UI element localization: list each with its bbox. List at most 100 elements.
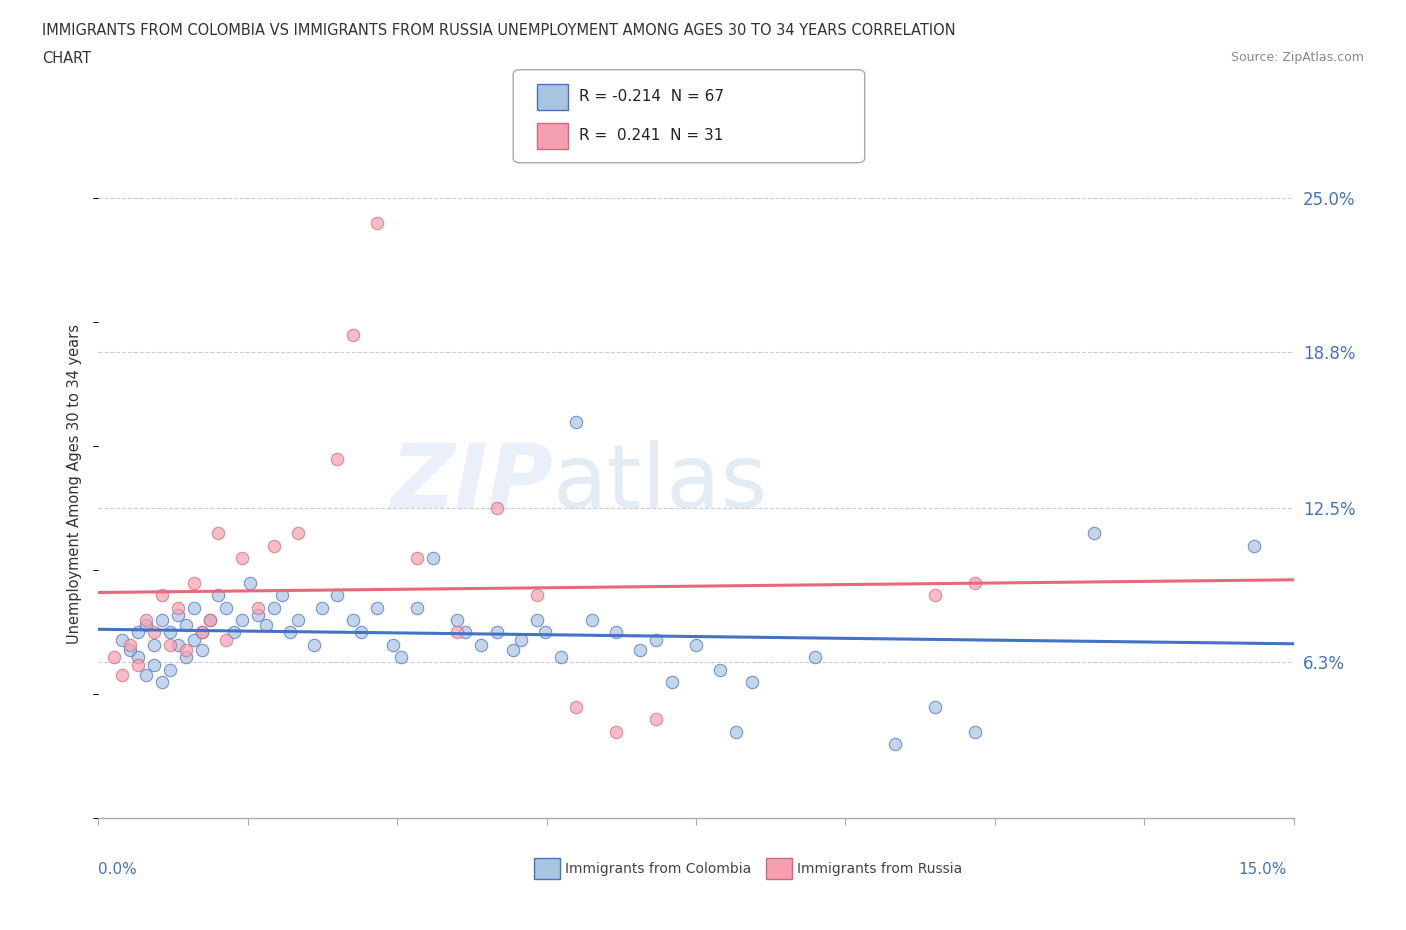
Point bbox=[246, 600, 269, 615]
Point bbox=[342, 613, 364, 628]
Point bbox=[470, 637, 492, 652]
Point bbox=[661, 674, 683, 689]
Point bbox=[127, 625, 149, 640]
Point bbox=[924, 699, 946, 714]
Point bbox=[150, 588, 173, 603]
Point bbox=[215, 632, 238, 647]
Text: R = -0.214  N = 67: R = -0.214 N = 67 bbox=[579, 89, 724, 104]
Point bbox=[311, 600, 333, 615]
Point bbox=[446, 625, 468, 640]
Point bbox=[254, 618, 277, 632]
Point bbox=[183, 632, 205, 647]
Point bbox=[150, 613, 173, 628]
Point bbox=[565, 414, 588, 429]
Point bbox=[366, 600, 388, 615]
Point bbox=[167, 600, 190, 615]
Point bbox=[963, 724, 986, 739]
Point bbox=[231, 551, 253, 565]
Point bbox=[509, 632, 531, 647]
Point bbox=[342, 327, 364, 342]
Point bbox=[533, 625, 555, 640]
Point bbox=[143, 658, 166, 672]
Point bbox=[159, 637, 181, 652]
Point bbox=[120, 637, 142, 652]
Point bbox=[645, 632, 668, 647]
Point bbox=[382, 637, 405, 652]
Text: IMMIGRANTS FROM COLOMBIA VS IMMIGRANTS FROM RUSSIA UNEMPLOYMENT AMONG AGES 30 TO: IMMIGRANTS FROM COLOMBIA VS IMMIGRANTS F… bbox=[42, 23, 956, 38]
Point bbox=[709, 662, 731, 677]
Point bbox=[278, 625, 301, 640]
Point bbox=[120, 643, 142, 658]
Point bbox=[231, 613, 253, 628]
Text: R =  0.241  N = 31: R = 0.241 N = 31 bbox=[579, 128, 724, 143]
Point bbox=[174, 643, 197, 658]
Point bbox=[159, 625, 181, 640]
Point bbox=[581, 613, 603, 628]
Point bbox=[685, 637, 707, 652]
Point bbox=[127, 658, 149, 672]
Point bbox=[174, 650, 197, 665]
Point bbox=[198, 613, 221, 628]
Point bbox=[263, 600, 285, 615]
Point bbox=[1083, 525, 1105, 540]
Point bbox=[565, 699, 588, 714]
Point bbox=[526, 588, 548, 603]
Point bbox=[550, 650, 572, 665]
Point bbox=[1243, 538, 1265, 553]
Point bbox=[628, 643, 651, 658]
Point bbox=[406, 600, 429, 615]
Point bbox=[389, 650, 412, 665]
Point bbox=[366, 216, 388, 231]
Point bbox=[167, 637, 190, 652]
Point bbox=[270, 588, 292, 603]
Point bbox=[645, 711, 668, 726]
Point bbox=[239, 576, 262, 591]
Point bbox=[724, 724, 747, 739]
Point bbox=[135, 618, 157, 632]
Text: CHART: CHART bbox=[42, 51, 91, 66]
Point bbox=[605, 724, 627, 739]
Point bbox=[485, 625, 508, 640]
Point bbox=[246, 607, 269, 622]
Point bbox=[222, 625, 245, 640]
Point bbox=[191, 625, 214, 640]
Point bbox=[454, 625, 477, 640]
Point bbox=[143, 637, 166, 652]
Point bbox=[502, 643, 524, 658]
Point bbox=[215, 600, 238, 615]
Point bbox=[485, 501, 508, 516]
Text: Immigrants from Russia: Immigrants from Russia bbox=[797, 861, 963, 876]
Text: ZIP: ZIP bbox=[389, 440, 553, 527]
Point bbox=[135, 667, 157, 682]
Point bbox=[183, 600, 205, 615]
Point bbox=[924, 588, 946, 603]
Point bbox=[326, 588, 349, 603]
Point bbox=[191, 625, 214, 640]
Point bbox=[446, 613, 468, 628]
Point bbox=[111, 632, 134, 647]
Text: 15.0%: 15.0% bbox=[1239, 862, 1286, 877]
Point bbox=[191, 643, 214, 658]
Point bbox=[150, 674, 173, 689]
Point bbox=[167, 607, 190, 622]
Point bbox=[741, 674, 763, 689]
Point bbox=[605, 625, 627, 640]
Text: Immigrants from Colombia: Immigrants from Colombia bbox=[565, 861, 751, 876]
Point bbox=[287, 613, 309, 628]
Y-axis label: Unemployment Among Ages 30 to 34 years: Unemployment Among Ages 30 to 34 years bbox=[67, 324, 83, 644]
Point bbox=[804, 650, 827, 665]
Point bbox=[207, 588, 229, 603]
Point bbox=[263, 538, 285, 553]
Point bbox=[207, 525, 229, 540]
Point bbox=[103, 650, 125, 665]
Text: 0.0%: 0.0% bbox=[98, 862, 138, 877]
Point bbox=[111, 667, 134, 682]
Point bbox=[127, 650, 149, 665]
Point bbox=[526, 613, 548, 628]
Point bbox=[963, 576, 986, 591]
Text: Source: ZipAtlas.com: Source: ZipAtlas.com bbox=[1230, 51, 1364, 64]
Point bbox=[183, 576, 205, 591]
Point bbox=[884, 737, 907, 751]
Text: atlas: atlas bbox=[553, 440, 768, 527]
Point bbox=[198, 613, 221, 628]
